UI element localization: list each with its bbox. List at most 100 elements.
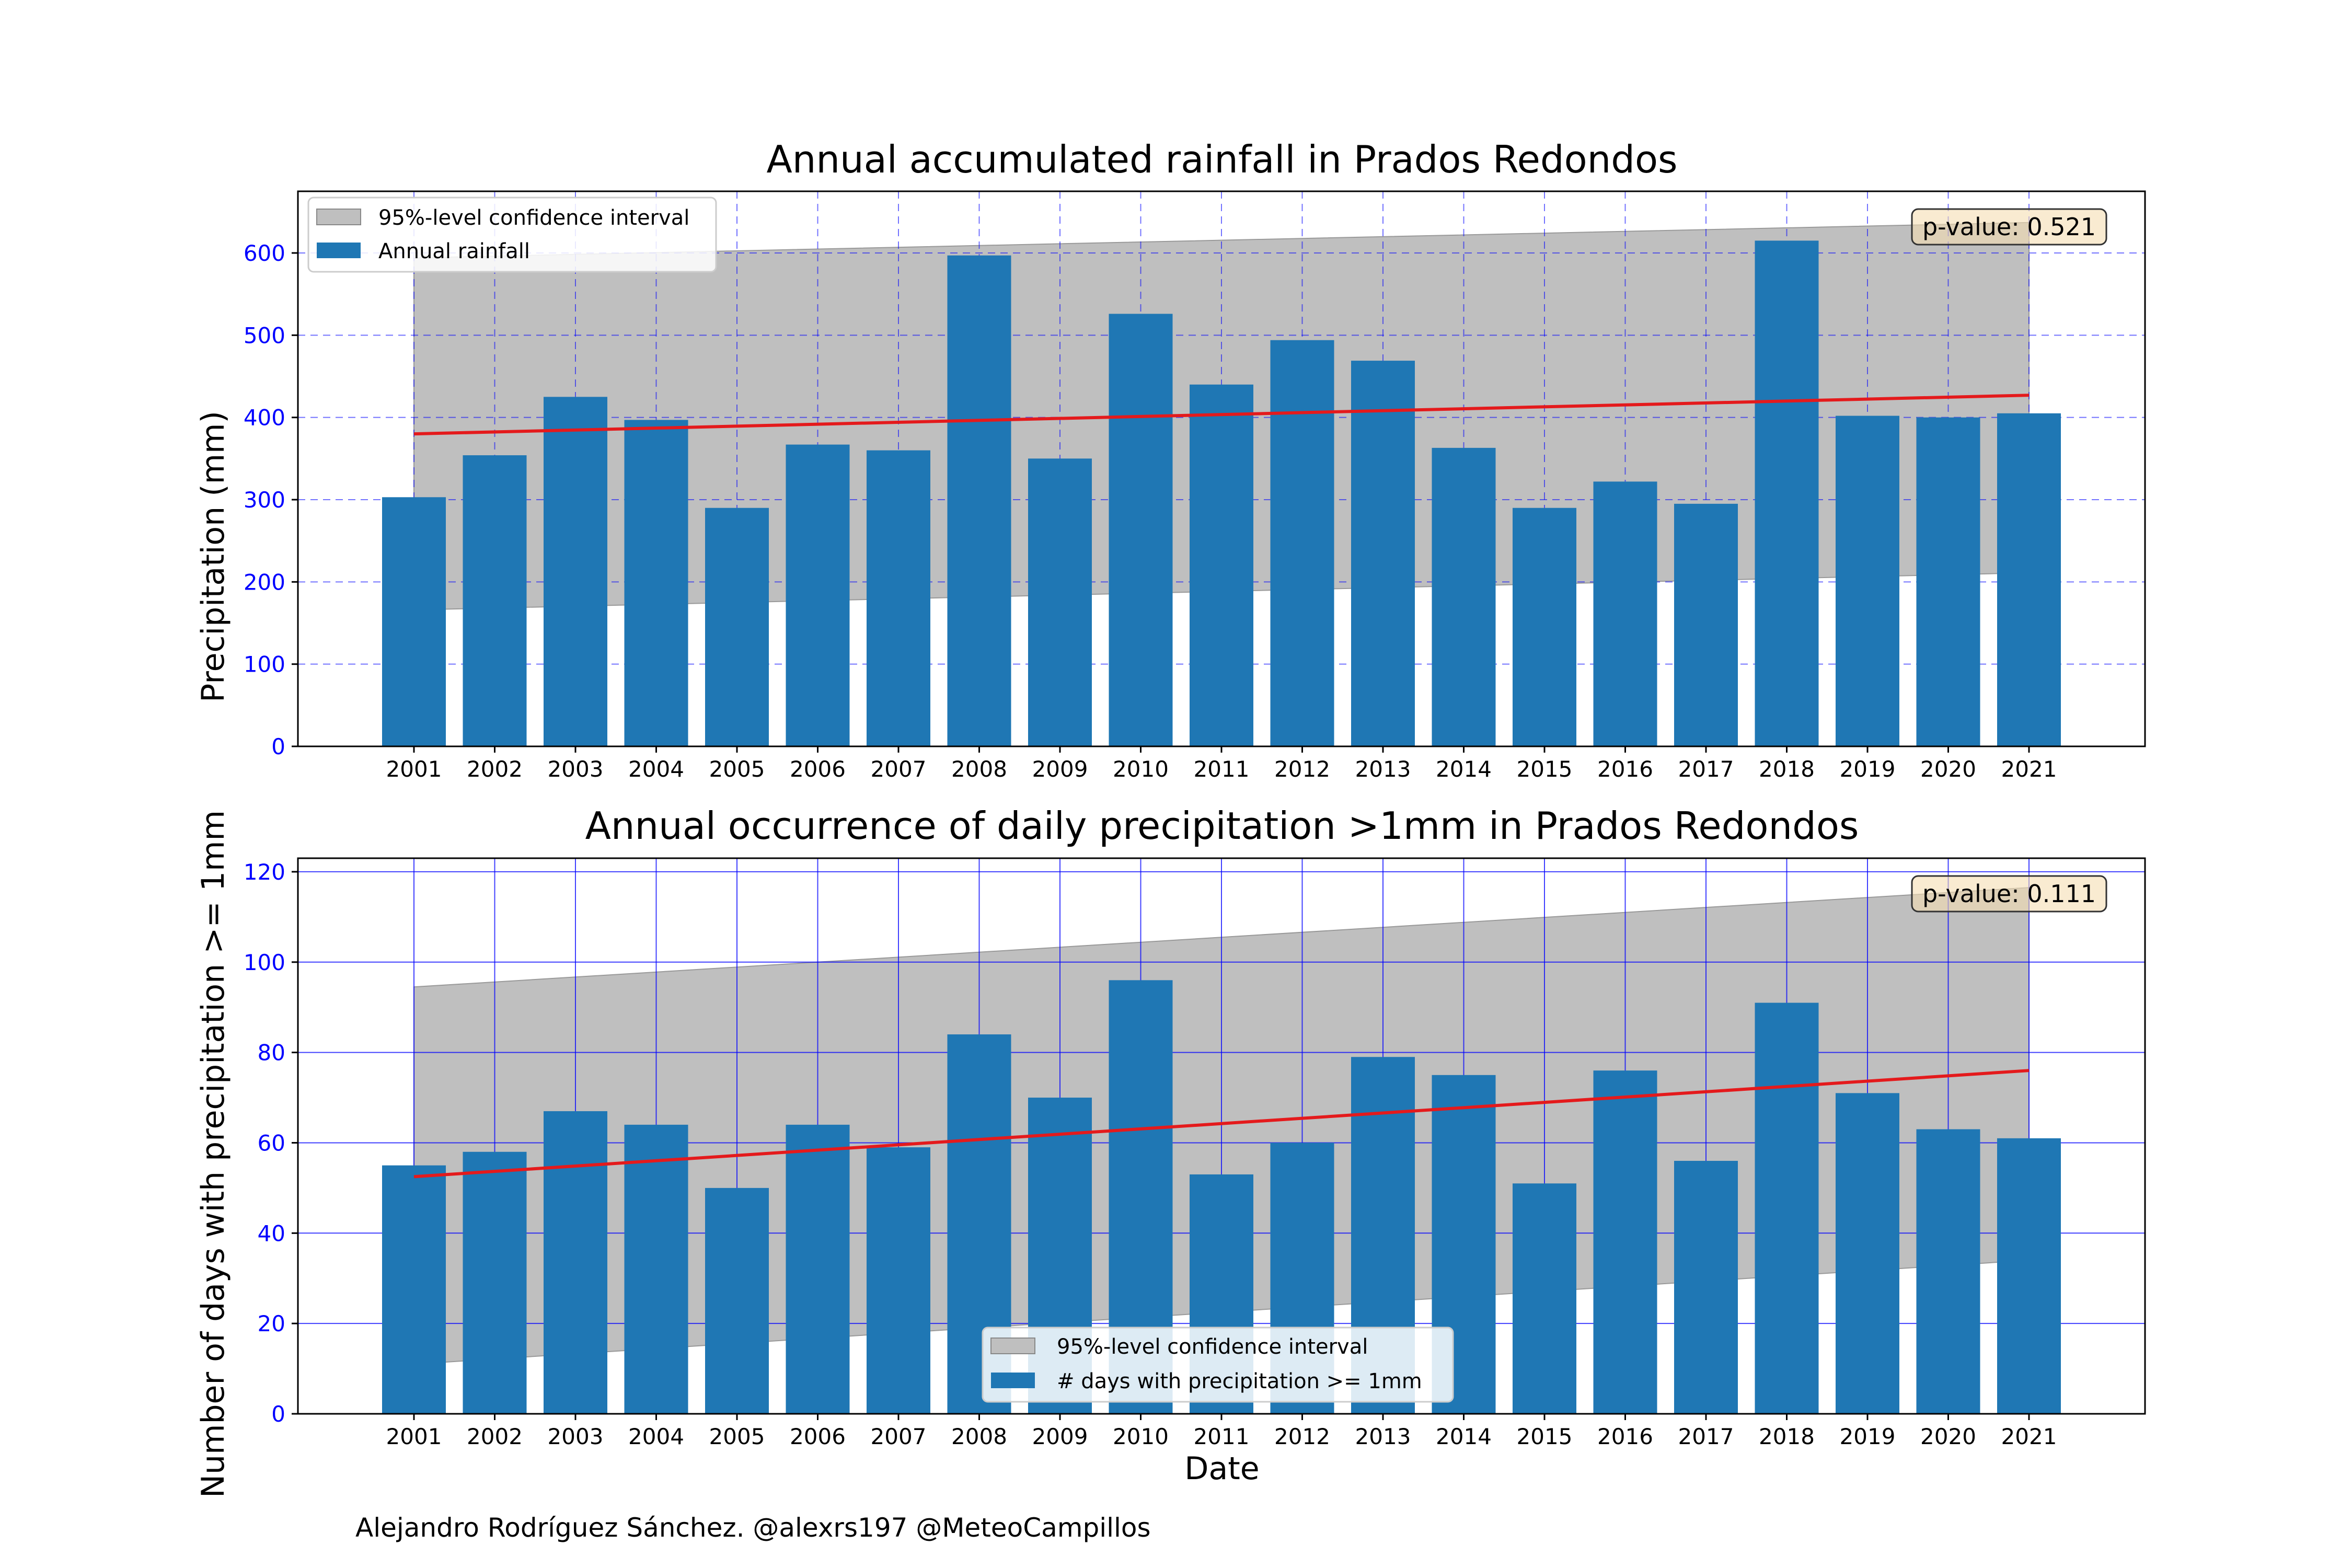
bar-2020: [1916, 417, 1980, 746]
bar-2016: [1593, 481, 1657, 746]
y-tick-label: 100: [244, 652, 285, 677]
x-tick-label: 2021: [2001, 1424, 2057, 1449]
x-tick-label: 2006: [790, 1424, 846, 1449]
x-tick-label: 2012: [1274, 1424, 1330, 1449]
bar-2010: [1109, 314, 1173, 746]
trend: [413, 1069, 2030, 1179]
x-tick-label: 2014: [1436, 756, 1492, 782]
x-tick-label: 2009: [1032, 1424, 1088, 1449]
legend-label-ci: 95%-level confidence interval: [378, 206, 689, 230]
y-tick-label: 60: [258, 1130, 285, 1156]
x-tick-label: 2015: [1517, 756, 1573, 782]
y-tick-label: 40: [258, 1220, 285, 1246]
y-axis-label: Precipitation (mm): [195, 411, 232, 702]
credit-text: Alejandro Rodríguez Sánchez. @alexrs197 …: [355, 1513, 1151, 1543]
bar-2004: [624, 420, 688, 746]
x-tick-label: 2020: [1920, 756, 1976, 782]
x-tick-label: 2016: [1597, 1424, 1653, 1449]
x-tick-label: 2016: [1597, 756, 1653, 782]
bar-2005: [705, 1187, 769, 1414]
x-tick-label: 2002: [467, 756, 523, 782]
y-axis-label: Number of days with precipitation >= 1mm: [195, 810, 232, 1498]
bars: [382, 240, 2061, 747]
y-tick-label: 120: [244, 859, 285, 885]
legend: 95%-level confidence interval # days wit…: [982, 1327, 1454, 1403]
bar-2009: [1028, 458, 1092, 746]
x-tick-label: 2003: [548, 1424, 604, 1449]
legend-swatch-ci: [316, 209, 361, 225]
x-tick-label: 2007: [871, 756, 927, 782]
x-tick-label: 2009: [1032, 756, 1088, 782]
x-tick-label: 2018: [1759, 1424, 1815, 1449]
legend-label-bars: # days with precipitation >= 1mm: [1057, 1369, 1422, 1393]
bar-2015: [1513, 1183, 1576, 1414]
bar-2017: [1674, 503, 1738, 746]
x-tick-label: 2021: [2001, 756, 2057, 782]
y-tick-label: 500: [244, 322, 285, 348]
rainfall-chart: Annual accumulated rainfall in Prados Re…: [195, 137, 2146, 782]
bar-2006: [786, 1124, 850, 1414]
x-tick-label: 2003: [548, 756, 604, 782]
x-tick-label: 2014: [1436, 1424, 1492, 1449]
x-tick-label: 2011: [1194, 756, 1250, 782]
x-tick-label: 2008: [951, 1424, 1007, 1449]
x-tick-label: 2019: [1840, 756, 1896, 782]
p-value-text: p-value: 0.521: [1922, 213, 2096, 241]
bar-2007: [867, 1147, 930, 1414]
bar-2012: [1270, 340, 1334, 746]
p-value-box: p-value: 0.521: [1911, 208, 2107, 246]
y-tick-label: 80: [258, 1040, 285, 1066]
bar-2018: [1755, 240, 1819, 746]
x-tick-label: 2008: [951, 756, 1007, 782]
bar-2006: [786, 444, 850, 746]
x-tick-label: 2013: [1355, 1424, 1411, 1449]
bar-2001: [382, 497, 446, 746]
legend-label-ci: 95%-level confidence interval: [1057, 1335, 1368, 1359]
x-tick-label: 2015: [1517, 1424, 1573, 1449]
bar-2021: [1997, 413, 2061, 746]
bar-2001: [382, 1165, 446, 1414]
x-tick-label: 2005: [709, 1424, 765, 1449]
x-tick-label: 2005: [709, 756, 765, 782]
x-tick-label: 2007: [871, 1424, 927, 1449]
x-tick-label: 2010: [1113, 756, 1169, 782]
x-tick-label: 2013: [1355, 756, 1411, 782]
bar-2008: [947, 255, 1011, 747]
x-tick-label: 2020: [1920, 1424, 1976, 1449]
trend: [413, 394, 2030, 436]
bar-2011: [1190, 384, 1253, 746]
x-tick-label: 2004: [628, 1424, 684, 1449]
bar-2016: [1593, 1070, 1657, 1414]
y-tick-label: 400: [244, 405, 285, 431]
trend-line: [413, 1069, 2030, 1179]
ticks: 0 100 200 300 400 500 600 2001 2002 2003 2004 2005 2…: [244, 240, 2057, 782]
legend-swatch-ci: [990, 1338, 1035, 1354]
bar-2003: [544, 1111, 607, 1414]
x-tick-label: 2012: [1274, 756, 1330, 782]
bar-2002: [463, 1151, 527, 1414]
bar-2019: [1836, 416, 1899, 746]
x-tick-label: 2001: [386, 756, 442, 782]
bar-2007: [867, 450, 930, 746]
bar-2019: [1836, 1093, 1899, 1414]
x-tick-label: 2010: [1113, 1424, 1169, 1449]
y-tick-label: 0: [271, 734, 285, 759]
bar-2005: [705, 508, 769, 746]
bar-2018: [1755, 1002, 1819, 1414]
legend: 95%-level confidence interval Annual rai…: [307, 197, 717, 273]
y-tick-label: 200: [244, 569, 285, 595]
x-tick-label: 2004: [628, 756, 684, 782]
legend-swatch-bars: [991, 1373, 1035, 1388]
p-value-text: p-value: 0.111: [1922, 880, 2096, 908]
bar-2003: [544, 397, 607, 746]
y-tick-label: 20: [258, 1311, 285, 1336]
bar-2015: [1513, 508, 1576, 746]
bar-2017: [1674, 1161, 1738, 1414]
x-tick-label: 2017: [1678, 1424, 1734, 1449]
x-tick-label: 2001: [386, 1424, 442, 1449]
y-tick-label: 300: [244, 487, 285, 513]
chart-title: Annual occurrence of daily precipitation…: [585, 804, 1859, 848]
x-tick-label: 2019: [1840, 1424, 1896, 1449]
x-tick-label: 2002: [467, 1424, 523, 1449]
